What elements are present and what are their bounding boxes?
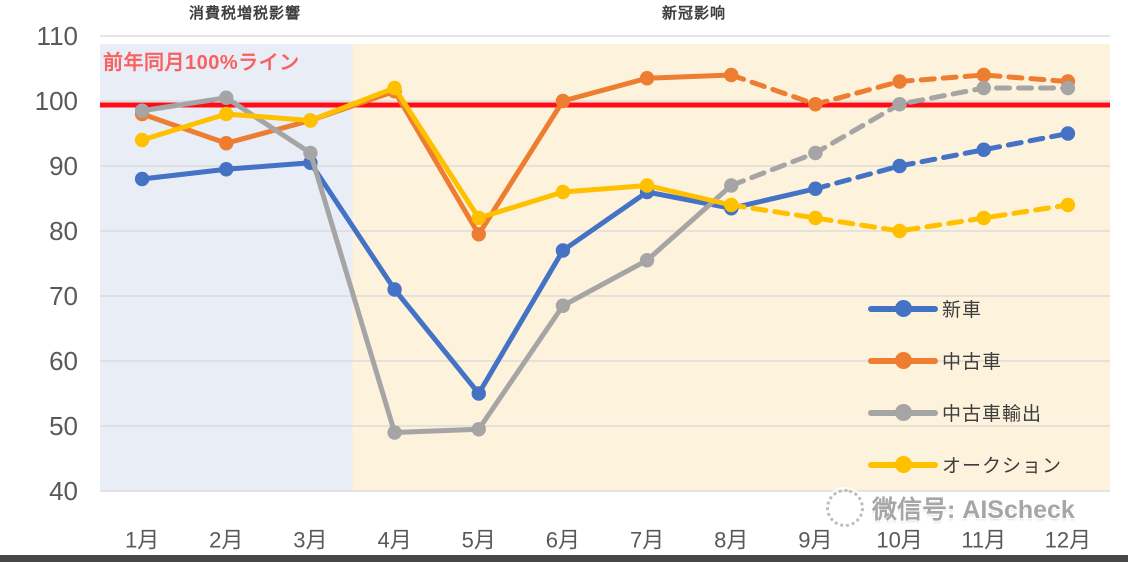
series-point-used-cars-11 [976,67,991,83]
series-line-solid-used-cars [139,72,734,237]
y-axis-label-70: 70 [49,281,78,311]
series-point-used-cars-2 [219,136,234,151]
series-point-auction-5 [471,210,486,226]
series-point-used-cars-6 [555,93,571,109]
legend-marker-used-cars [868,351,938,369]
legend-item-auction: オークション [868,438,1062,490]
legend-label-new-cars: 新車 [942,299,983,321]
legend-item-used-car-exports: 中古車輸出 [868,386,1062,438]
series-point-new-cars-5 [471,386,486,401]
series-point-used-car-exports-9 [808,145,823,161]
series-point-used-car-exports-6 [555,298,571,313]
x-axis-label-8: 8月 [714,528,748,553]
legend-label-auction: オークション [942,455,1063,477]
series-point-used-car-exports-11 [976,80,991,96]
series-point-used-car-exports-1 [134,103,150,118]
series-point-auction-2 [219,106,234,122]
annotation-tax-impact: 消費税増税影響 [188,5,301,22]
series-point-used-cars-5 [471,227,486,242]
series-point-auction-11 [976,210,991,226]
series-point-auction-10 [892,223,907,239]
series-point-used-car-exports-8 [724,178,739,193]
legend-label-used-car-exports: 中古車輸出 [942,403,1043,425]
series-point-used-car-exports-3 [303,145,318,161]
x-axis-label-4: 4月 [377,528,411,553]
series-point-auction-4 [387,80,402,96]
legend-label-used-cars: 中古車 [942,351,1003,373]
series-line-dashed-auction [728,202,1071,234]
series-point-used-car-exports-7 [639,253,655,268]
series-point-auction-3 [303,113,318,128]
x-axis-label-2: 2月 [209,528,243,553]
annotation-covid-impact: 新冠影响 [661,5,726,22]
series-point-used-cars-7 [639,71,655,86]
bottom-divider-bar [0,555,1128,562]
y-axis-label-40: 40 [49,476,78,506]
series-point-used-car-exports-2 [219,90,234,105]
series-line-dashed-new-cars [812,131,1071,192]
legend-marker-auction [868,455,938,473]
legend-marker-new-cars [868,299,938,317]
series-line-solid-auction [139,85,734,221]
series-point-used-car-exports-5 [471,422,486,437]
series-line-solid-used-car-exports [139,95,734,435]
series-point-new-cars-2 [219,162,234,177]
legend-item-used-cars: 中古車 [868,334,1062,386]
x-axis-label-5: 5月 [462,528,496,553]
series-point-new-cars-4 [387,282,402,297]
series-point-auction-9 [808,210,823,226]
series-point-new-cars-12 [1060,126,1076,141]
x-axis-label-1: 1月 [125,528,159,553]
y-axis-label-50: 50 [49,411,78,441]
series-point-used-car-exports-10 [892,97,907,112]
series-point-new-cars-11 [976,142,991,157]
series-point-used-cars-8 [724,67,739,83]
y-axis-label-110: 110 [37,21,78,51]
x-axis-label-9: 9月 [798,528,832,553]
chart-legend: 新車中古車中古車輸出オークション [868,282,1062,490]
series-point-used-car-exports-12 [1060,80,1076,96]
x-axis-label-11: 11月 [961,528,1006,553]
region-covid-impact [352,44,1110,491]
series-point-new-cars-10 [892,158,907,174]
series-point-new-cars-6 [555,243,571,258]
series-point-auction-7 [639,178,655,193]
series-point-new-cars-9 [808,181,823,196]
series-point-used-cars-10 [892,74,907,89]
series-point-auction-8 [724,197,739,213]
y-axis-label-90: 90 [49,151,78,181]
series-point-new-cars-1 [134,171,150,187]
legend-item-new-cars: 新車 [868,282,1062,334]
series-point-used-car-exports-4 [387,425,402,440]
x-axis-label-7: 7月 [630,528,664,553]
legend-marker-used-car-exports [868,403,938,421]
series-point-auction-6 [555,184,571,200]
y-axis-label-60: 60 [49,346,78,376]
series-point-auction-12 [1060,197,1076,213]
x-axis-label-6: 6月 [546,528,580,553]
series-point-used-cars-9 [808,97,823,112]
x-axis-label-12: 12月 [1045,528,1091,553]
series-point-auction-1 [134,132,150,148]
y-axis-label-80: 80 [49,216,78,246]
x-axis-label-3: 3月 [293,528,327,553]
x-axis-label-10: 10月 [876,528,922,553]
baseline-label: 前年同月100%ライン [103,52,300,74]
y-axis-label-100: 100 [35,86,78,116]
